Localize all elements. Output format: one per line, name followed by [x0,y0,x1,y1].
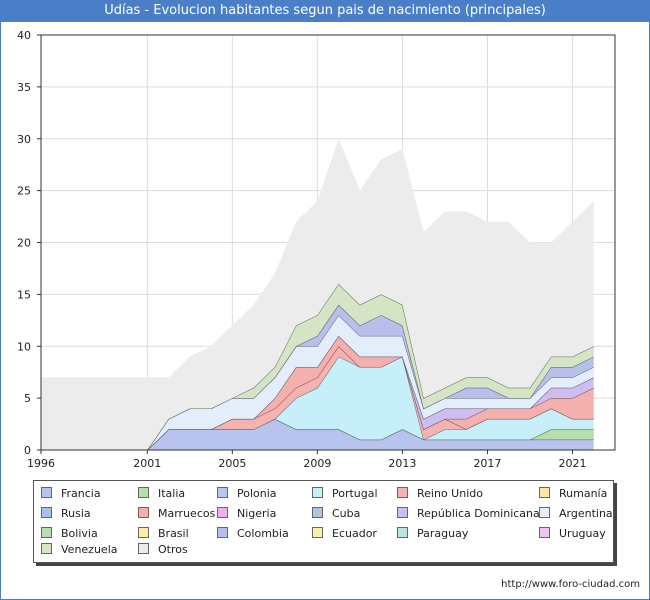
legend-swatch [397,507,408,518]
legend-swatch [41,527,52,538]
legend-swatch [138,507,149,518]
x-tick-label: 2009 [303,457,331,470]
legend-item-nigeria: Nigeria [217,507,276,521]
area-francia [41,418,594,450]
y-tick-label: 30 [17,133,31,146]
legend-swatch [539,527,550,538]
legend-item-portugal: Portugal [312,487,378,501]
legend-item-brasil: Brasil [138,527,189,541]
x-tick-label: 2005 [218,457,246,470]
legend-item-cuba: Cuba [312,507,360,521]
legend-label: Cuba [332,507,361,520]
legend-swatch [312,487,323,498]
y-tick-label: 10 [17,340,31,353]
legend-label: Bolivia [61,527,98,540]
x-tick-label: 2017 [473,457,501,470]
y-tick-label: 0 [24,444,31,457]
legend-label: Reino Unido [417,487,483,500]
legend-label: Venezuela [61,543,118,556]
legend-label: Ecuador [332,527,377,540]
legend-item-marruecos: Marruecos [138,507,215,521]
legend-item-venezuela: Venezuela [41,543,118,557]
source-link[interactable]: http://www.foro-ciudad.com [501,579,640,590]
legend-item-otros: Otros [138,543,188,557]
legend-swatch [41,487,52,498]
y-tick-label: 5 [24,392,31,405]
legend-swatch [41,543,52,554]
y-tick-label: 20 [17,237,31,250]
legend-swatch [138,543,149,554]
area-chart: 0 5 10 15 20 25 30 35 40 1996 2001 2005 2009 2013 2017… [17,29,616,470]
legend-label: Marruecos [158,507,216,520]
x-tick-label: 2013 [388,457,416,470]
legend-swatch [138,487,149,498]
y-tick-label: 15 [17,288,31,301]
legend-item-colombia: Colombia [217,527,289,541]
legend-item-rusia: Rusia [41,507,91,521]
legend-label: Argentina [559,507,613,520]
legend-item-republica-dominicana: República Dominicana [397,507,540,521]
legend-label: Portugal [332,487,378,500]
legend-item-reino-unido: Reino Unido [397,487,483,501]
area-portugal [41,356,594,450]
legend-swatch [41,507,52,518]
legend-label: Colombia [237,527,289,540]
legend-label: Nigeria [237,507,277,520]
legend-label: Rumanía [559,487,608,500]
y-tick-label: 25 [17,185,31,198]
legend-item-bolivia: Bolivia [41,527,98,541]
legend-swatch [397,527,408,538]
legend-item-polonia: Polonia [217,487,277,501]
legend-item-francia: Francia [41,487,101,501]
legend-swatch [312,507,323,518]
legend-item-rumania: Rumanía [539,487,607,501]
area-otros [41,138,594,451]
y-tick-label: 35 [17,81,31,94]
legend-swatch [217,487,228,498]
legend-item-argentina: Argentina [539,507,613,521]
legend-label: Brasil [158,527,189,540]
legend-label: Paraguay [417,527,469,540]
legend-item-italia: Italia [138,487,185,501]
area-argentina [41,315,594,450]
legend-swatch [217,527,228,538]
legend-label: Polonia [237,487,277,500]
legend-swatch [138,527,149,538]
legend-label: Rusia [61,507,91,520]
legend-label: Uruguay [559,527,606,540]
legend-swatch [539,507,550,518]
legend-swatch [539,487,550,498]
legend-swatch [217,507,228,518]
x-tick-label: 2001 [133,457,161,470]
legend-label: Italia [158,487,186,500]
chart-title: Udías - Evolucion habitantes segun pais … [0,0,650,22]
legend-label: Otros [158,543,188,556]
y-tick-label: 40 [17,29,31,42]
legend-item-uruguay: Uruguay [539,527,606,541]
legend-label: Francia [61,487,101,500]
x-tick-label: 1996 [27,457,55,470]
legend-label: República Dominicana [417,507,540,520]
legend-item-ecuador: Ecuador [312,527,377,541]
area-marruecos [41,335,594,450]
legend-swatch [312,527,323,538]
legend-swatch [397,487,408,498]
legend-item-paraguay: Paraguay [397,527,468,541]
area-venezuela [41,284,594,450]
x-tick-label: 2021 [558,457,586,470]
chart-legend: Francia Italia Polonia Portugal Reino Unido R… [33,480,614,563]
